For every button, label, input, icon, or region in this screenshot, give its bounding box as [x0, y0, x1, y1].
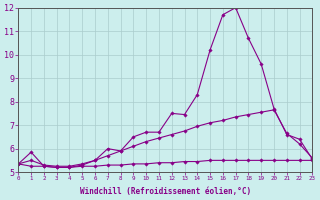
X-axis label: Windchill (Refroidissement éolien,°C): Windchill (Refroidissement éolien,°C): [80, 187, 251, 196]
